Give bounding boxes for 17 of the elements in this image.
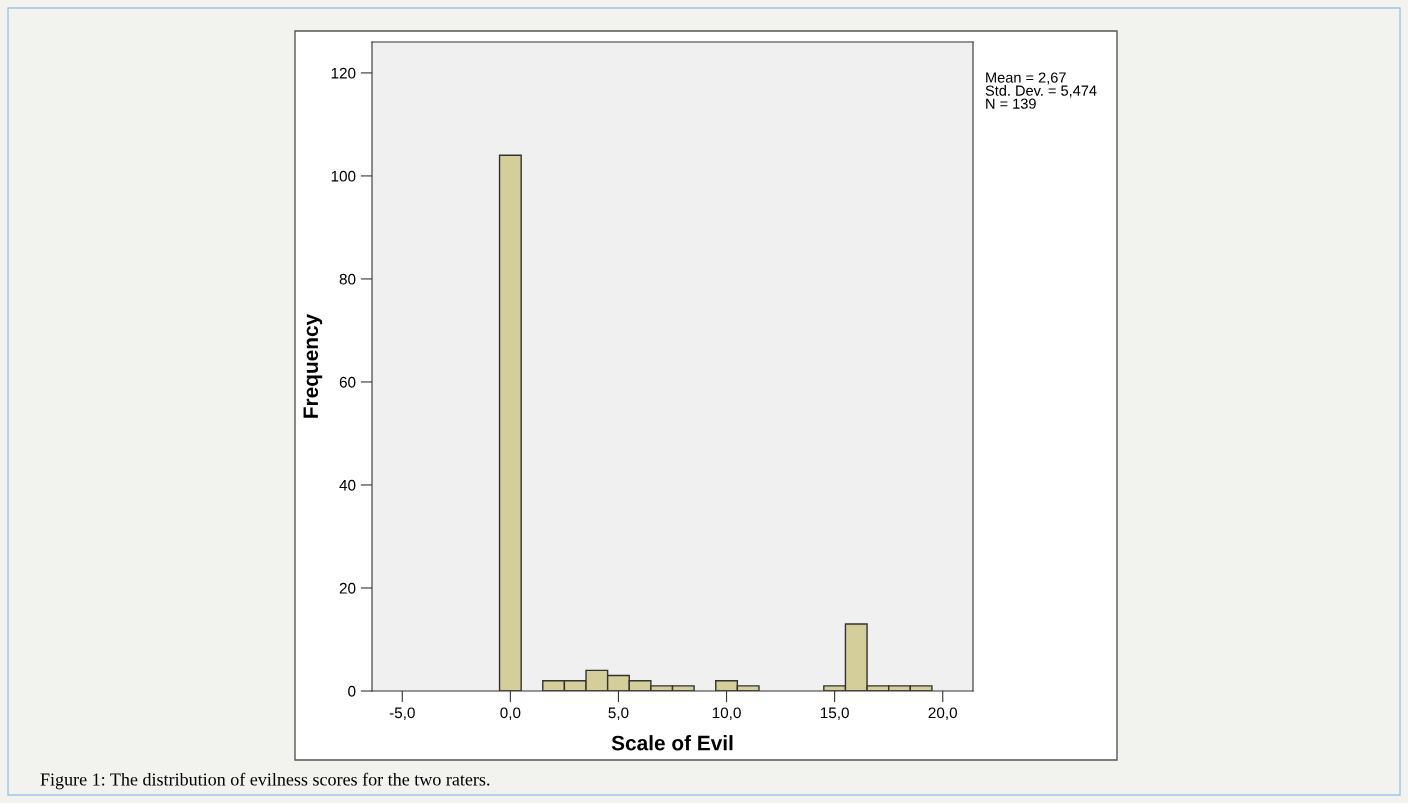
x-tick-label: 5,0 xyxy=(608,707,629,720)
y-tick-label: 100 xyxy=(331,170,356,182)
y-tick-label: 120 xyxy=(331,67,356,79)
y-tick-label: 0 xyxy=(348,685,356,697)
y-tick-label: 40 xyxy=(339,479,356,491)
x-axis-title: Scale of Evil xyxy=(611,735,733,751)
caption: Figure 1: The distribution of evilness scores for the two raters. xyxy=(40,772,490,790)
x-tick-label: 0,0 xyxy=(500,707,521,720)
x-tick-label: 10,0 xyxy=(712,707,741,720)
y-tick-label: 80 xyxy=(339,273,356,285)
x-tick-label: 20,0 xyxy=(928,707,958,720)
y-tick-label: 20 xyxy=(339,582,356,594)
text: Mean = 2,67 Std. Dev. = 5,474 N = 139 xyxy=(985,72,1097,109)
y-tick-label: 60 xyxy=(339,376,356,388)
x-tick-label: 15,0 xyxy=(820,707,849,720)
y-axis-title: Frequency xyxy=(303,313,323,418)
x-tick-label: -5,0 xyxy=(389,707,415,720)
